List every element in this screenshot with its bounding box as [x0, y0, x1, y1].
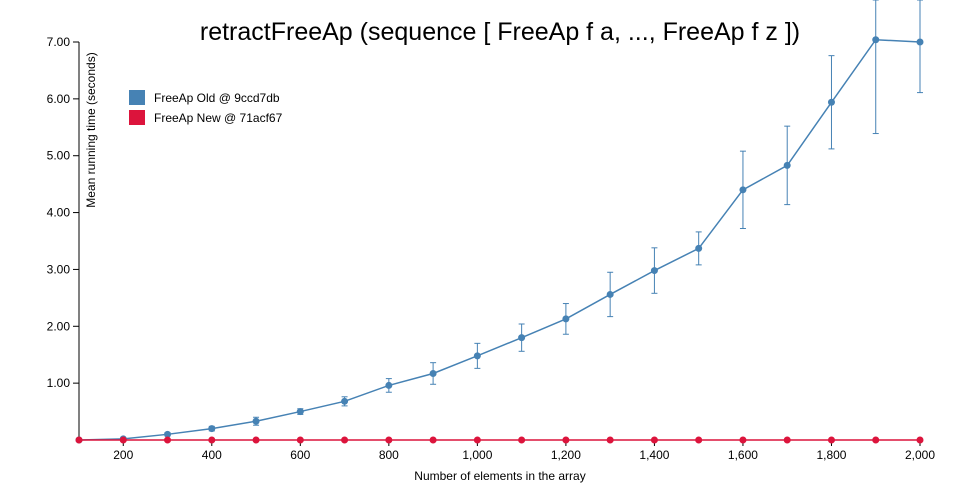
x-axis-ticks: 200 400 600 800 1,000 1,200 1,400 1,600 1,800 2,0…: [113, 440, 935, 462]
data-point: [385, 381, 393, 389]
data-point: [385, 436, 393, 444]
x-tick-label: 1,000: [462, 448, 492, 462]
data-point: [739, 436, 747, 444]
data-point: [695, 244, 703, 252]
y-tick-label: 6.00: [47, 92, 71, 106]
y-tick-label: 1.00: [47, 376, 71, 390]
x-tick-label: 1,800: [816, 448, 846, 462]
data-point: [252, 436, 260, 444]
series-line: [78, 38, 921, 441]
x-tick-label: 400: [202, 448, 222, 462]
data-point: [164, 430, 172, 438]
data-point: [341, 397, 349, 405]
series-layer: [75, 0, 924, 444]
legend-label: FreeAp Old @ 9ccd7db: [154, 91, 280, 105]
data-point: [562, 315, 570, 323]
data-point: [872, 436, 880, 444]
data-point: [164, 436, 172, 444]
data-point: [650, 267, 658, 275]
chart-title: retractFreeAp (sequence [ FreeAp f a, ..…: [200, 18, 800, 46]
data-point: [296, 408, 304, 416]
data-point: [606, 290, 614, 298]
data-point: [650, 436, 658, 444]
y-tick-label: 5.00: [47, 149, 71, 163]
x-tick-label: 2,000: [905, 448, 935, 462]
data-point: [827, 98, 835, 106]
data-point: [429, 369, 437, 377]
x-tick-label: 600: [290, 448, 310, 462]
series-2: [75, 436, 924, 444]
legend-label: FreeAp New @ 71acf67: [154, 111, 283, 125]
data-point: [518, 334, 526, 342]
legend-swatch: [129, 110, 145, 125]
data-point: [783, 436, 791, 444]
data-point: [518, 436, 526, 444]
data-point: [473, 352, 481, 360]
data-point: [296, 436, 304, 444]
x-tick-label: 200: [113, 448, 133, 462]
y-tick-label: 2.00: [47, 319, 71, 333]
series-1: [75, 0, 924, 444]
x-tick-label: 1,200: [551, 448, 581, 462]
data-point: [872, 36, 880, 44]
data-point: [75, 436, 83, 444]
x-tick-label: 1,600: [728, 448, 758, 462]
data-point: [341, 436, 349, 444]
y-tick-label: 3.00: [47, 262, 71, 276]
x-axis-label: Number of elements in the array: [414, 469, 585, 483]
data-point: [783, 161, 791, 169]
legend-swatch: [129, 90, 145, 105]
data-point: [916, 436, 924, 444]
y-tick-label: 7.00: [47, 35, 71, 49]
legend: FreeAp Old @ 9ccd7db FreeAp New @ 71acf67: [129, 90, 283, 125]
data-point: [562, 436, 570, 444]
data-point: [473, 436, 481, 444]
y-axis-ticks: 1.00 2.00 3.00 4.00 5.00 6.00 7.00: [47, 35, 79, 390]
data-point: [916, 38, 924, 46]
y-axis-label: Mean running time (seconds): [84, 52, 98, 207]
data-point: [695, 436, 703, 444]
data-point: [208, 425, 216, 433]
data-point: [429, 436, 437, 444]
data-point: [252, 417, 260, 425]
x-tick-label: 800: [379, 448, 399, 462]
data-point: [119, 436, 127, 444]
y-tick-label: 4.00: [47, 206, 71, 220]
data-point: [208, 436, 216, 444]
data-point: [739, 186, 747, 194]
data-point: [606, 436, 614, 444]
data-point: [827, 436, 835, 444]
x-tick-label: 1,400: [639, 448, 669, 462]
